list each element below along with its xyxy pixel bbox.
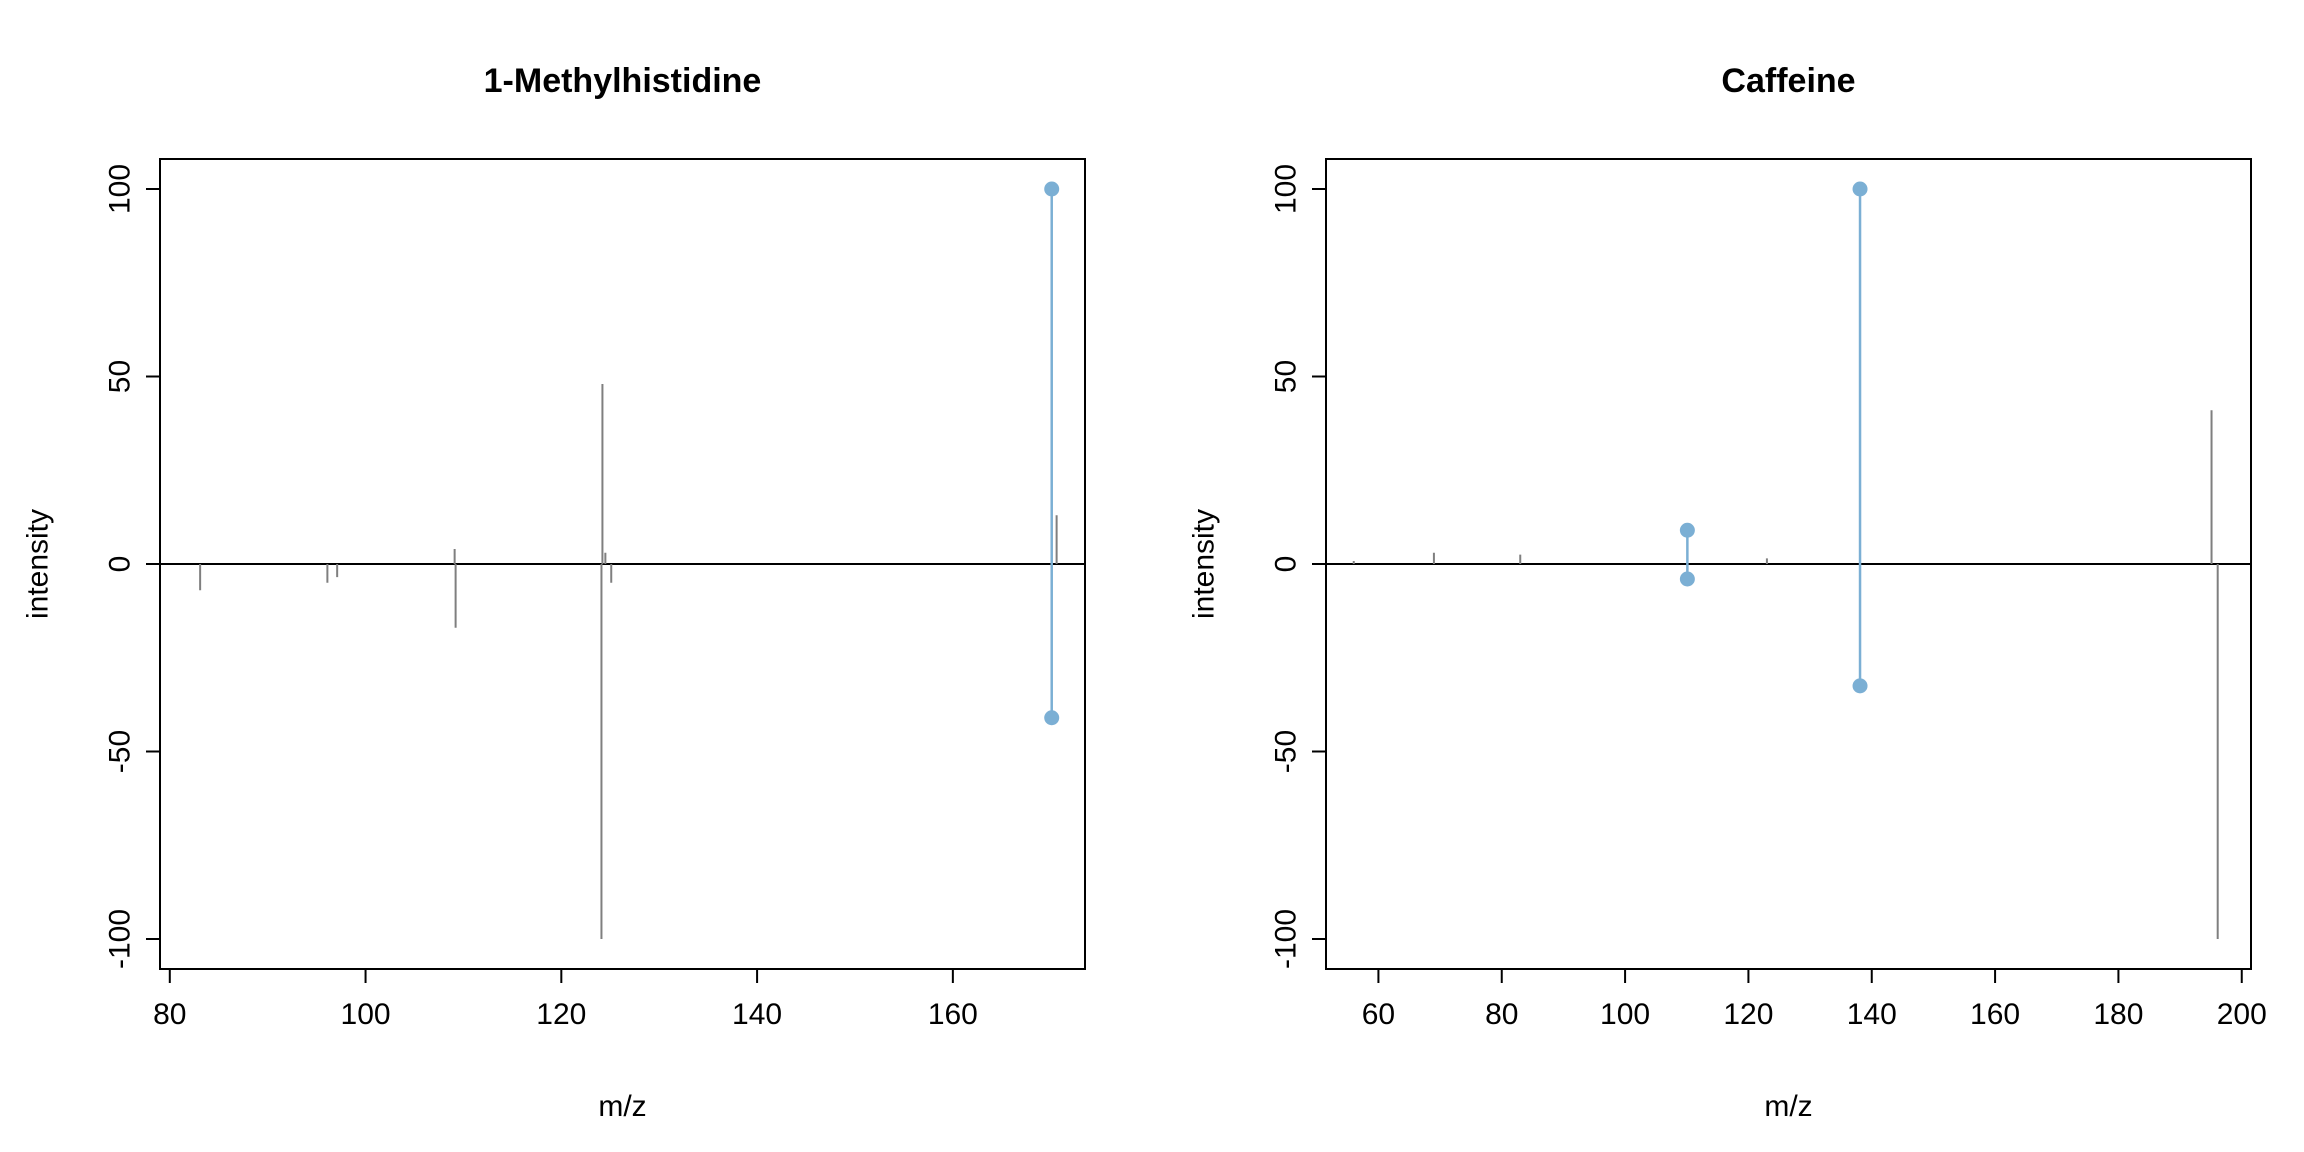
- peaks: [1352, 410, 2219, 939]
- x-tick-label: 100: [1600, 998, 1650, 1031]
- y-tick-label: -50: [104, 730, 137, 773]
- x-tick-label: 60: [1362, 998, 1395, 1031]
- y-axis-label: intensity: [1188, 509, 1221, 619]
- y-tick-label: -100: [104, 909, 137, 969]
- plot-title: 1-Methylhistidine: [484, 62, 762, 100]
- x-axis: 60 80 100 120 140 160 180 200: [1362, 968, 2267, 1031]
- matched-peaks: [1679, 181, 1868, 694]
- y-tick-label: -100: [1270, 909, 1303, 969]
- matched-peak-point: [1679, 571, 1695, 587]
- y-tick-label: 50: [104, 360, 137, 393]
- y-tick-label: 0: [104, 556, 137, 573]
- y-axis: -100 -50 0 50 100: [104, 164, 161, 969]
- x-tick-label: 120: [536, 998, 586, 1031]
- y-tick-label: -50: [1270, 730, 1303, 773]
- matched-peaks: [1044, 181, 1060, 726]
- matched-peak-point: [1852, 181, 1868, 197]
- y-tick-label: 100: [104, 164, 137, 214]
- x-axis-label: m/z: [1764, 1090, 1812, 1123]
- x-tick-label: 160: [1970, 998, 2020, 1031]
- y-tick-label: 0: [1270, 556, 1303, 573]
- x-tick-label: 140: [732, 998, 782, 1031]
- x-tick-label: 180: [2093, 998, 2143, 1031]
- matched-peak-point: [1044, 181, 1060, 197]
- matched-peak-point: [1044, 710, 1060, 726]
- y-axis-label: intensity: [22, 509, 55, 619]
- peaks: [199, 384, 1058, 939]
- matched-peak-point: [1852, 678, 1868, 694]
- y-tick-label: 100: [1270, 164, 1303, 214]
- panel-1-methylhistidine: 1-Methylhistidine m/z intensity 80 100 120…: [22, 62, 1086, 1123]
- panel-caffeine: Caffeine m/z intensity 60 80 100 120 140 160 1…: [1188, 62, 2267, 1123]
- plot-title: Caffeine: [1721, 62, 1855, 100]
- x-tick-label: 80: [153, 998, 186, 1031]
- x-tick-label: 200: [2217, 998, 2267, 1031]
- x-tick-label: 120: [1723, 998, 1773, 1031]
- x-tick-label: 80: [1485, 998, 1518, 1031]
- x-tick-label: 160: [928, 998, 978, 1031]
- x-tick-label: 140: [1847, 998, 1897, 1031]
- y-axis: -100 -50 0 50 100: [1270, 164, 1327, 969]
- x-axis-label: m/z: [598, 1090, 646, 1123]
- x-axis: 80 100 120 140 160: [153, 968, 978, 1031]
- matched-peak-point: [1679, 522, 1695, 538]
- y-tick-label: 50: [1270, 360, 1303, 393]
- x-tick-label: 100: [341, 998, 391, 1031]
